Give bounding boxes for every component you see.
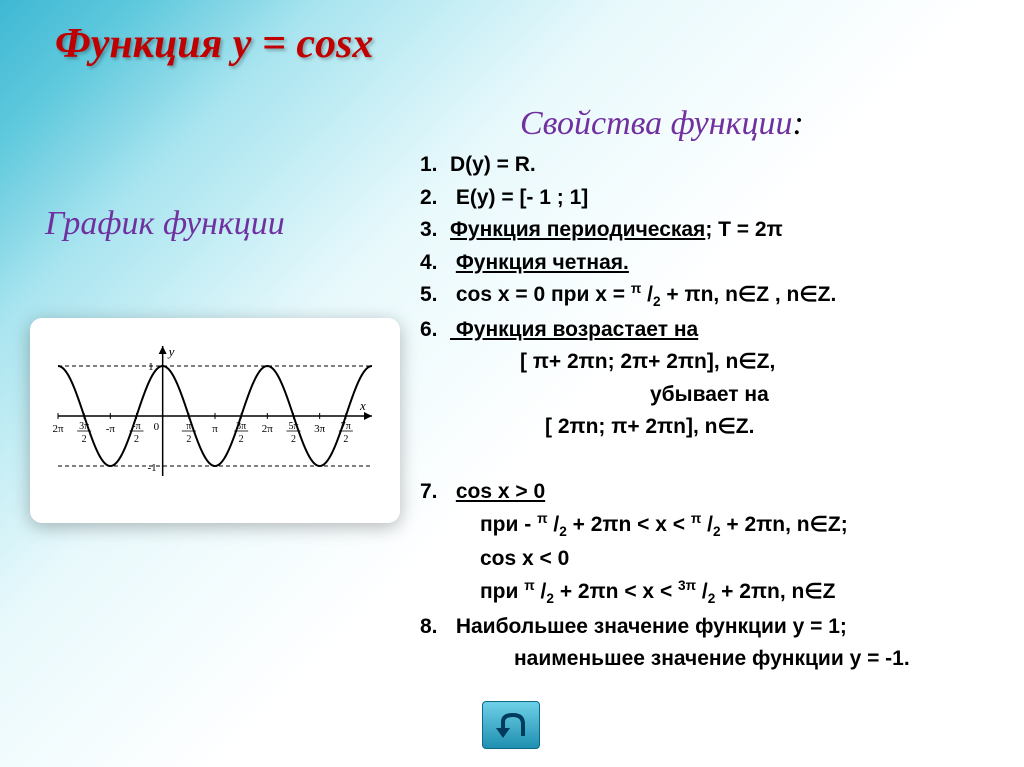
svg-text:1: 1	[148, 361, 154, 373]
prop-4-u: Функция четная.	[456, 251, 629, 274]
properties-heading: Свойства функции	[520, 105, 1010, 143]
svg-text:2π: 2π	[52, 423, 64, 435]
prop-8-line2: наименьшее значение функции y = -1.	[514, 643, 1010, 675]
svg-text:2: 2	[186, 434, 191, 445]
p7l3b: + 2πn < x <	[554, 580, 678, 603]
svg-text:2: 2	[82, 434, 87, 445]
p7l1a: при -	[480, 513, 537, 536]
prop-1-text: D(y) = R.	[450, 153, 536, 176]
svg-text:2: 2	[291, 434, 296, 445]
prop-6: 6. Функция возрастает на	[420, 314, 1010, 346]
prop-2-text: E(y) = [- 1 ; 1]	[450, 186, 588, 209]
prop-6-mid: убывает на	[650, 379, 1010, 411]
prop-7: 7. cos x > 0	[420, 476, 1010, 508]
slide-title: Функция y = cosx	[55, 20, 373, 68]
svg-text:π: π	[212, 423, 218, 435]
prop-6-line2: [ 2πn; π+ 2πn], n∈Z.	[545, 411, 1010, 443]
svg-text:2: 2	[134, 434, 139, 445]
svg-text:0: 0	[154, 421, 160, 433]
prop-7-line3: при π /2 + 2πn < x < 3π /2 + 2πn, n∈Z	[480, 576, 1010, 610]
svg-text:x: x	[359, 398, 366, 413]
prop-1: 1.D(y) = R.	[420, 149, 1010, 181]
p8l1: Наибольшее значение функции y = 1;	[450, 615, 847, 638]
prop-3-tail: ; T = 2π	[705, 218, 782, 241]
cosine-chart: 2π3π2-π-π20π2π3π22π5π23π7π21-1xy	[48, 336, 382, 506]
svg-text:2: 2	[239, 434, 244, 445]
prop-5-b: + πn, n∈Z , n∈Z.	[661, 283, 837, 306]
p7l1b: + 2πn < x <	[567, 513, 691, 536]
properties-list: 1.D(y) = R. 2. E(y) = [- 1 ; 1] 3.Функци…	[420, 149, 1010, 675]
prop-3: 3.Функция периодическая; T = 2π	[420, 214, 1010, 246]
u-turn-arrow-icon	[491, 710, 531, 742]
svg-text:3π: 3π	[314, 423, 326, 435]
prop-5: 5. cos x = 0 при x = π /2 + πn, n∈Z , n∈…	[420, 279, 1010, 313]
graph-card: 2π3π2-π-π20π2π3π22π5π23π7π21-1xy	[30, 318, 400, 523]
prop-7-line1: при - π /2 + 2πn < x < π /2 + 2πn, n∈Z;	[480, 509, 1010, 543]
spacer-1	[420, 444, 1010, 476]
svg-text:-1: -1	[147, 462, 156, 474]
properties-block: Свойства функции 1.D(y) = R. 2. E(y) = […	[420, 105, 1010, 676]
prop-8-line1: 8. Наибольшее значение функции y = 1;	[420, 611, 1010, 643]
prop-4: 4. Функция четная.	[420, 247, 1010, 279]
prop-3-u: Функция периодическая	[450, 218, 705, 241]
prop-6-line1: [ π+ 2πn; 2π+ 2πn], n∈Z,	[520, 346, 1010, 378]
svg-text:2: 2	[343, 434, 348, 445]
prop-5-a: cos x = 0 при x =	[450, 283, 631, 306]
prop-2: 2. E(y) = [- 1 ; 1]	[420, 182, 1010, 214]
svg-text:-π: -π	[106, 423, 116, 435]
svg-text:y: y	[167, 344, 175, 359]
p7l3a: при	[480, 580, 524, 603]
p7l1c: + 2πn, n∈Z;	[721, 513, 848, 536]
prop-7-line2: cos x < 0	[480, 543, 1010, 575]
graph-heading: График функции	[45, 205, 285, 243]
prop-6-u: Функция возрастает на	[450, 318, 698, 341]
svg-text:2π: 2π	[262, 423, 274, 435]
prop-7-u: cos x > 0	[456, 480, 545, 503]
p7l3c: + 2πn, n∈Z	[715, 580, 835, 603]
back-button[interactable]	[482, 701, 540, 749]
